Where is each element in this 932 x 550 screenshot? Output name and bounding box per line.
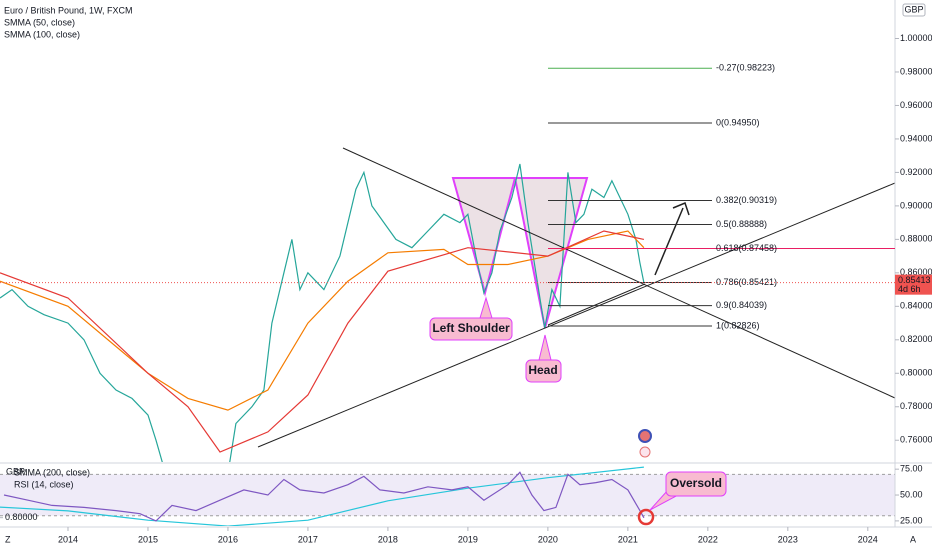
x-tick-label: 2014 bbox=[58, 534, 78, 544]
y2-tick-label: 0.80000 bbox=[5, 512, 38, 522]
y-tick-label: 0.96000 bbox=[900, 100, 932, 110]
currency: GBP bbox=[6, 466, 25, 476]
fib-label: -0.27(0.98223) bbox=[716, 63, 775, 73]
indicator-legend: SMMA (200, close) bbox=[14, 467, 90, 477]
y-tick-label: 0.84000 bbox=[900, 301, 932, 311]
x-tick-label: 2015 bbox=[138, 534, 158, 544]
y-tick-label: 0.90000 bbox=[900, 200, 932, 210]
callout-pointer bbox=[538, 334, 552, 361]
currency-box[interactable] bbox=[902, 3, 926, 17]
indicator-legend: RSI (14, close) bbox=[14, 479, 74, 489]
projection-arrow bbox=[654, 207, 684, 276]
y-tick-label: 50.00 bbox=[900, 489, 923, 499]
fib-label: 0.618(0.87458) bbox=[716, 243, 777, 253]
callout-pointer bbox=[479, 296, 493, 319]
main-pane bbox=[0, 163, 645, 462]
x-tick-label: 2017 bbox=[298, 534, 318, 544]
event-icon[interactable] bbox=[639, 446, 651, 458]
annotation: Oversold bbox=[670, 476, 722, 490]
fib-label: 1(0.82826) bbox=[716, 320, 760, 330]
rsi-band bbox=[0, 474, 895, 516]
y-tick-label: 0.76000 bbox=[900, 435, 932, 445]
y-tick-label: 0.80000 bbox=[900, 368, 932, 378]
x-tick-label: 2016 bbox=[218, 534, 238, 544]
rsi-pane bbox=[0, 466, 895, 526]
countdown: 4d 6h bbox=[898, 284, 921, 294]
series-line bbox=[0, 163, 645, 462]
annotation: Left Shoulder bbox=[432, 321, 510, 335]
annotation: Head bbox=[528, 363, 557, 377]
fib-label: 0.382(0.90319) bbox=[716, 195, 777, 205]
last-price-tag bbox=[895, 274, 932, 295]
fib-label: 0.786(0.85421) bbox=[716, 277, 777, 287]
indicator-legend: SMMA (50, close) bbox=[4, 17, 75, 27]
series-line bbox=[0, 230, 645, 453]
corner-label[interactable]: A bbox=[910, 534, 916, 544]
x-tick-label: 2018 bbox=[378, 534, 398, 544]
annotation-box bbox=[665, 471, 727, 497]
x-tick-label: 2023 bbox=[778, 534, 798, 544]
x-tick-label: 2022 bbox=[698, 534, 718, 544]
y-tick-label: 0.92000 bbox=[900, 167, 932, 177]
trendline bbox=[257, 182, 896, 448]
y-tick-label: 75.00 bbox=[900, 464, 923, 474]
x-tick-label: 2019 bbox=[458, 534, 478, 544]
oversold-circle bbox=[637, 508, 655, 526]
head-shape bbox=[513, 177, 589, 329]
fib-label: 0(0.94950) bbox=[716, 117, 760, 127]
corner-label[interactable]: Z bbox=[5, 534, 11, 544]
annotation-box bbox=[429, 317, 513, 341]
trendline bbox=[342, 147, 896, 399]
currency[interactable]: GBP bbox=[904, 4, 923, 14]
y-tick-label: 1.00000 bbox=[900, 33, 932, 43]
y-tick-label: 0.78000 bbox=[900, 401, 932, 411]
last-price: 0.85413 bbox=[898, 275, 931, 285]
y-tick-label: 0.86000 bbox=[900, 267, 932, 277]
fib-label: 0.5(0.88888) bbox=[716, 219, 767, 229]
event-icon[interactable] bbox=[638, 429, 652, 443]
x-tick-label: 2021 bbox=[618, 534, 638, 544]
trendline bbox=[547, 283, 646, 326]
y-tick-label: 0.82000 bbox=[900, 334, 932, 344]
series-line bbox=[3, 471, 645, 522]
x-tick-label: 2024 bbox=[858, 534, 878, 544]
fib-label: 0.9(0.84039) bbox=[716, 300, 767, 310]
left-shoulder-shape bbox=[451, 177, 517, 297]
symbol-title: Euro / British Pound, 1W, FXCM bbox=[4, 5, 133, 15]
y-tick-label: 0.94000 bbox=[900, 133, 932, 143]
arrow-head bbox=[672, 201, 690, 216]
series-line bbox=[0, 466, 644, 526]
y-tick-label: 0.98000 bbox=[900, 66, 932, 76]
y-tick-label: 25.00 bbox=[900, 515, 923, 525]
y-tick-label: 0.88000 bbox=[900, 234, 932, 244]
x-tick-label: 2020 bbox=[538, 534, 558, 544]
indicator-legend: SMMA (100, close) bbox=[4, 29, 80, 39]
